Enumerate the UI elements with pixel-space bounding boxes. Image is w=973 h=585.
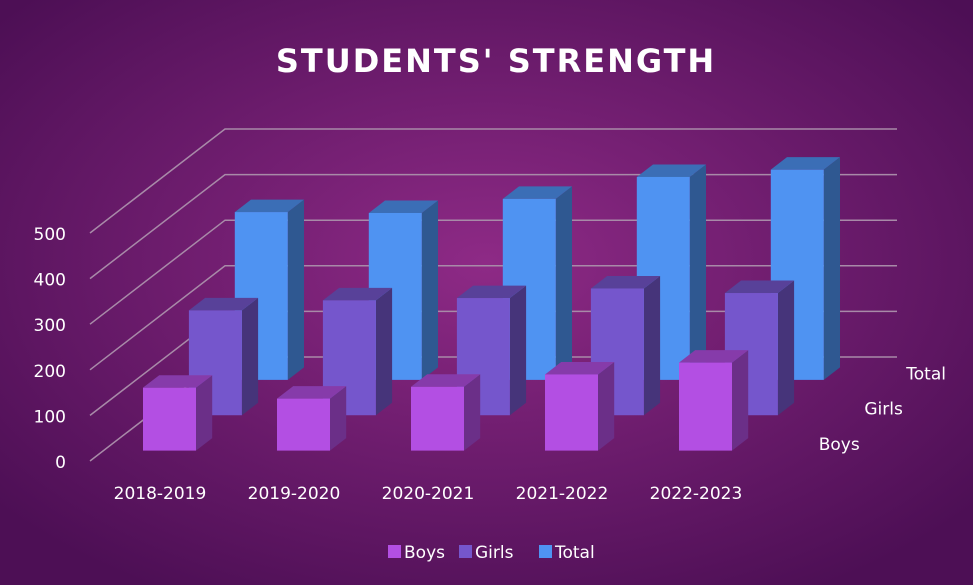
x-tick-label: 2021-2022 — [516, 484, 609, 504]
bar-side — [375, 287, 393, 416]
depth-axis-label: Girls — [864, 400, 903, 420]
depth-axis-label: Boys — [819, 435, 860, 455]
bar-side — [241, 297, 259, 416]
bar-side — [777, 280, 795, 416]
legend-swatch — [459, 545, 472, 558]
bar-top — [502, 186, 572, 199]
bar-side — [287, 199, 304, 380]
bar-top — [770, 157, 840, 170]
bar — [411, 386, 464, 451]
bar-side — [464, 374, 481, 451]
x-tick-label: 2018-2019 — [114, 484, 207, 504]
bar-top — [143, 375, 213, 388]
y-tick-label: 200 — [34, 362, 66, 382]
bar-side — [196, 375, 213, 451]
y-tick-label: 500 — [34, 225, 66, 245]
bar-top — [322, 287, 393, 301]
x-tick-label: 2022-2023 — [650, 484, 743, 504]
legend-swatch — [539, 545, 552, 558]
bar-top — [411, 374, 481, 387]
bar — [545, 374, 598, 451]
bar-side — [689, 164, 706, 380]
legend-label: Total — [554, 543, 595, 563]
bar-side — [732, 350, 749, 451]
bar-top — [188, 297, 259, 311]
bar-top — [590, 275, 661, 289]
bar-side — [823, 157, 840, 380]
depth-axis-label: Total — [905, 364, 946, 384]
x-tick-label: 2020-2021 — [382, 484, 475, 504]
legend-label: Boys — [404, 543, 445, 563]
bar-top — [234, 199, 304, 213]
x-tick-label: 2019-2020 — [248, 484, 341, 504]
y-tick-label: 300 — [34, 316, 66, 336]
bar-side — [330, 386, 347, 451]
bar-top — [636, 164, 706, 177]
bar-side — [509, 285, 527, 416]
bar-top — [724, 280, 795, 294]
legend-label: Girls — [475, 543, 514, 563]
bar-side — [555, 186, 572, 380]
legend-swatch — [388, 545, 401, 558]
bar-top — [277, 386, 347, 399]
bar-top — [456, 285, 527, 299]
bar-side — [421, 200, 438, 380]
y-tick-label: 100 — [34, 407, 66, 427]
bar-top — [368, 200, 438, 213]
bar-top — [679, 350, 749, 363]
bar — [277, 398, 330, 451]
chart-title: STUDENTS' STRENGTH — [276, 42, 716, 80]
y-tick-label: 400 — [34, 271, 66, 291]
bar-side — [598, 361, 615, 451]
y-tick-label: 0 — [55, 453, 66, 473]
bar-top — [545, 361, 615, 375]
grid-line — [89, 128, 897, 234]
bar-side — [643, 275, 661, 416]
bar — [143, 387, 196, 451]
bar — [679, 362, 732, 451]
